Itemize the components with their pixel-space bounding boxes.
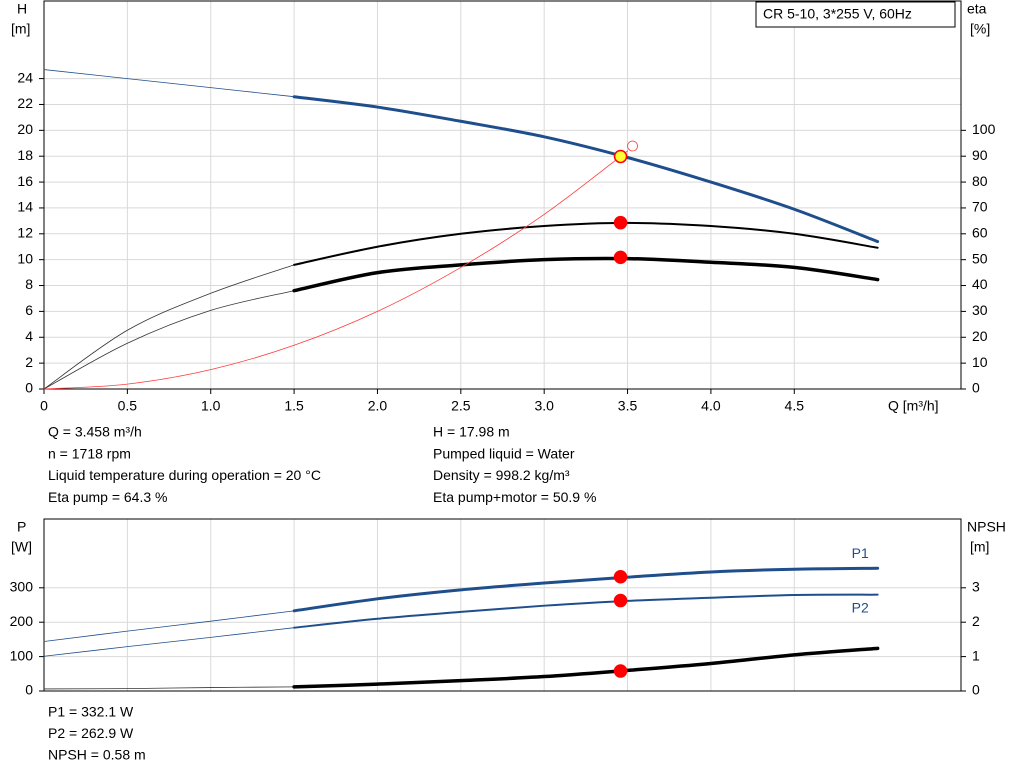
y2-tick-label: 70 [972, 199, 988, 215]
curve [43, 627, 295, 657]
x-axis-label: Q [m³/h] [888, 398, 939, 414]
x-tick-label: 3.5 [618, 398, 638, 414]
y2-tick-label: 40 [972, 276, 988, 292]
info-text: Pumped liquid = Water [433, 445, 575, 461]
y-tick-label: 6 [25, 302, 33, 318]
info-text: NPSH = 0.58 m [48, 747, 146, 763]
x-tick-label: 3.0 [534, 398, 554, 414]
y2-axis-unit: [m] [970, 539, 989, 555]
y-tick-label: 16 [17, 173, 33, 189]
y-axis-label: H [17, 1, 27, 17]
y-tick-label: 20 [17, 121, 33, 137]
operating-point [613, 215, 628, 230]
x-tick-label: 2.5 [451, 398, 471, 414]
curve [43, 264, 295, 390]
y2-axis-unit: [%] [970, 21, 990, 37]
x-tick-label: 1.0 [201, 398, 221, 414]
y-tick-label: 0 [25, 682, 33, 698]
curve [292, 646, 880, 689]
curve [43, 290, 295, 390]
y2-tick-label: 20 [972, 328, 988, 344]
y-tick-label: 10 [17, 250, 33, 266]
curve [292, 256, 880, 293]
y2-tick-label: 30 [972, 302, 988, 318]
y-tick-label: 22 [17, 95, 33, 111]
info-text: Density = 998.2 kg/m³ [433, 467, 570, 483]
operating-point [613, 593, 628, 608]
curve [293, 221, 879, 266]
title-box [755, 1, 956, 28]
y-tick-label: 14 [17, 199, 33, 215]
operating-point [613, 250, 628, 265]
y2-tick-label: 0 [972, 682, 980, 698]
plot-frame [43, 518, 962, 692]
y-tick-label: 0 [25, 380, 33, 396]
info-text: n = 1718 rpm [48, 445, 131, 461]
y2-axis-label: eta [967, 1, 987, 17]
series-label: P2 [852, 599, 869, 615]
plot-frame [43, 0, 962, 390]
x-tick-label: 4.0 [701, 398, 721, 414]
y2-tick-label: 90 [972, 147, 988, 163]
y-tick-label: 200 [10, 613, 34, 629]
chart-title: CR 5-10, 3*255 V, 60Hz [763, 6, 912, 22]
info-text: Eta pump = 64.3 % [48, 489, 167, 505]
info-text: H = 17.98 m [433, 424, 510, 440]
x-tick-label: 4.5 [785, 398, 805, 414]
y-tick-label: 100 [10, 647, 34, 663]
info-text: P1 = 332.1 W [48, 704, 134, 720]
info-text: Liquid temperature during operation = 20… [48, 467, 321, 483]
y2-tick-label: 10 [972, 354, 988, 370]
y2-axis-label: NPSH [967, 519, 1006, 535]
y-tick-label: 18 [17, 147, 33, 163]
y2-tick-label: 50 [972, 250, 988, 266]
operating-point [613, 664, 628, 678]
y2-tick-label: 0 [972, 380, 980, 396]
y-axis-unit: [W] [11, 539, 32, 555]
y2-tick-label: 100 [972, 121, 996, 137]
y2-tick-label: 1 [972, 647, 980, 663]
y2-tick-label: 2 [972, 613, 980, 629]
curve [293, 593, 879, 629]
y-tick-label: 24 [17, 69, 33, 85]
y2-tick-label: 60 [972, 225, 988, 241]
info-text: P2 = 262.9 W [48, 725, 134, 741]
y-tick-label: 12 [17, 225, 33, 241]
curve [43, 686, 295, 690]
series-label: P1 [852, 545, 869, 561]
curve [43, 610, 295, 642]
x-tick-label: 0.5 [118, 398, 138, 414]
x-tick-label: 2.0 [368, 398, 388, 414]
operating-point [613, 149, 628, 164]
y-axis-label: P [17, 519, 26, 535]
y-axis-unit: [m] [11, 21, 30, 37]
y-tick-label: 8 [25, 276, 33, 292]
curve [292, 566, 880, 613]
y2-tick-label: 80 [972, 173, 988, 189]
y-tick-label: 300 [10, 579, 34, 595]
curve [43, 69, 295, 98]
x-tick-label: 1.5 [284, 398, 304, 414]
curve [43, 150, 628, 390]
x-tick-label: 0 [40, 398, 48, 414]
y2-tick-label: 3 [972, 579, 980, 595]
operating-point [613, 570, 628, 584]
curve-end [627, 140, 638, 152]
info-text: Q = 3.458 m³/h [48, 424, 142, 440]
y-tick-label: 2 [25, 354, 33, 370]
curve [292, 95, 880, 244]
info-text: Eta pump+motor = 50.9 % [433, 489, 596, 505]
y-tick-label: 4 [25, 328, 33, 344]
